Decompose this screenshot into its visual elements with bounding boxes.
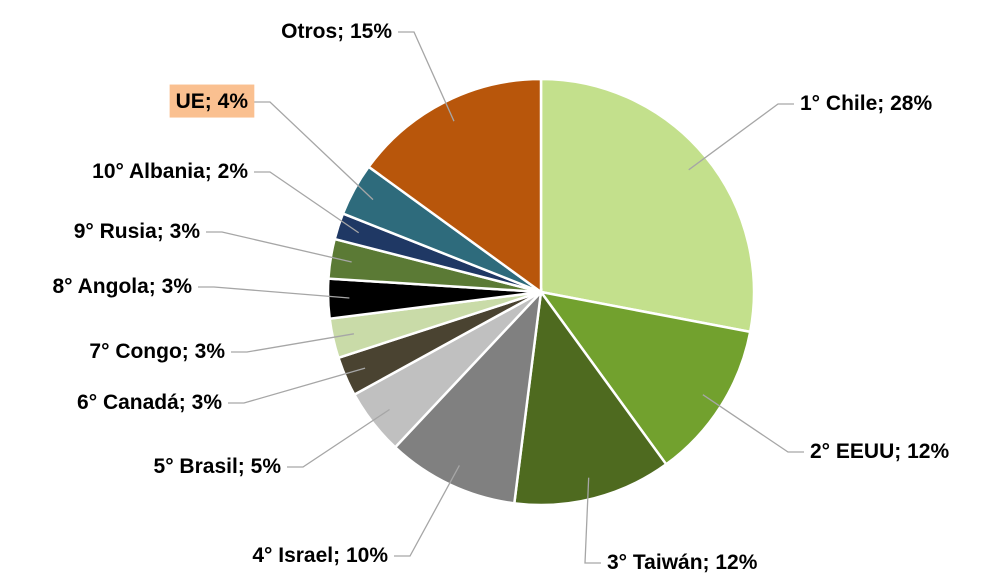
leader-line [688, 103, 794, 171]
category-name: 2° EEUU; [810, 440, 901, 463]
data-label: 10° Albania; 2% [92, 160, 248, 183]
slice [393, 288, 543, 505]
value-label: 2% [218, 160, 249, 183]
value-label: 12% [907, 440, 949, 463]
slices [326, 77, 756, 507]
category-name: 9° Rusia; [74, 220, 164, 243]
category-name: 7° Congo; [89, 340, 188, 363]
value-label: 15% [350, 20, 392, 43]
value-label: 5% [251, 455, 282, 478]
value-label: 3% [170, 220, 201, 243]
data-label: 5° Brasil; 5% [154, 455, 282, 478]
data-label: Otros; 15% [281, 20, 392, 43]
category-name: UE; [176, 90, 212, 113]
value-label: 10% [346, 544, 388, 567]
leader-line [398, 31, 455, 122]
value-label: 12% [715, 551, 757, 574]
data-label: 3° Taiwán; 12% [607, 551, 758, 574]
category-name: 5° Brasil; [154, 455, 245, 478]
category-name: 3° Taiwán; [607, 551, 710, 574]
category-name: 8° Angola; [53, 275, 156, 298]
value-label: 3% [192, 391, 223, 414]
leader-line [254, 171, 360, 234]
data-label: 1° Chile; 28% [800, 92, 932, 115]
leader-line [584, 477, 601, 564]
data-label: 7° Congo; 3% [89, 340, 225, 363]
leader-line [231, 333, 355, 353]
category-name: 4° Israel; [252, 544, 340, 567]
data-label: 2° EEUU; 12% [810, 440, 949, 463]
value-label: 3% [162, 275, 193, 298]
category-name: 1° Chile; [800, 92, 884, 115]
leader-line [198, 286, 350, 299]
leader-line [287, 408, 390, 468]
leader-line [702, 394, 804, 453]
value-label: 4% [218, 90, 249, 113]
label-highlight [169, 84, 255, 118]
category-name: 6° Canadá; [77, 391, 186, 414]
data-label: 6° Canadá; 3% [77, 391, 222, 414]
slice [366, 77, 543, 295]
data-label: 9° Rusia; 3% [74, 220, 201, 243]
category-name: Otros; [281, 20, 344, 43]
leader-line [394, 465, 460, 557]
category-name: 10° Albania; [92, 160, 212, 183]
value-label: 28% [890, 92, 932, 115]
labels: 1° Chile; 28%2° EEUU; 12%3° Taiwán; 12%4… [53, 20, 950, 574]
leader-line [254, 101, 374, 201]
slice [539, 77, 756, 334]
slice [512, 288, 668, 507]
leader-line [206, 231, 352, 263]
leader-line [228, 367, 366, 404]
value-label: 3% [195, 340, 226, 363]
data-label: 4° Israel; 10% [252, 544, 388, 567]
data-label: 8° Angola; 3% [53, 275, 193, 298]
data-label: UE; 4% [176, 90, 249, 113]
